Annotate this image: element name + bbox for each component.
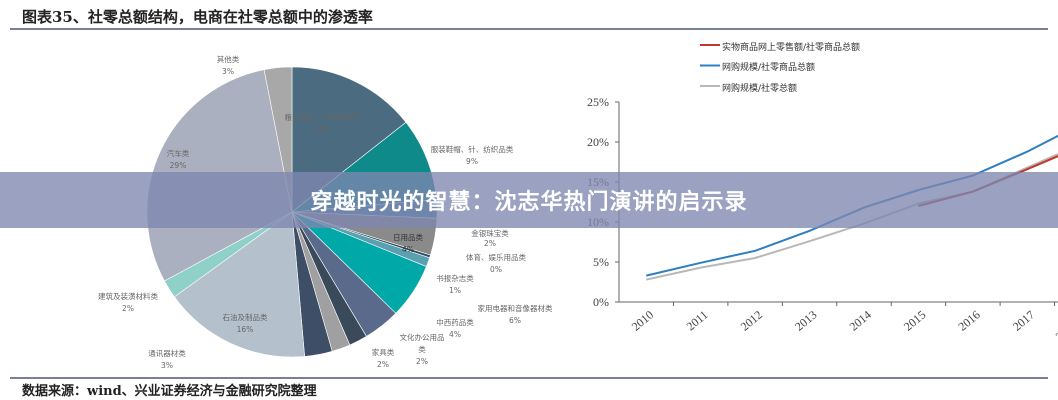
pie-label-petroleum: 石油及制品类 16% [222,313,268,334]
x-tick-label: 2014 [847,308,874,334]
x-tick-label: 2018.06 [1053,308,1058,344]
y-tick-label: 25% [587,95,609,109]
legend-item-gray: 网购规模/社零总额 [722,84,798,94]
pie-label-telecom: 通讯器材类 3% [148,349,186,370]
y-tick-label: 20% [587,135,609,149]
pie-label-office: 文化办公用品类 2% [399,333,445,366]
pie-label-auto: 汽车类 29% [166,149,190,170]
y-tick-label: 0% [593,295,609,309]
pie-label-building: 建筑及装潢材料类 2% [98,292,158,313]
x-tick-label: 2017 [1010,308,1037,334]
x-tick-label: 2015 [901,308,928,334]
pie-label-books: 书报杂志类 1% [436,274,474,295]
pie-label-medicine: 中西药品类 4% [436,318,474,339]
banner-text: 穿越时光的智慧：沈志华热门演讲的启示录 [310,190,748,215]
figure-title: 图表35、社零总额结构，电商在社零总额中的渗透率 [22,8,373,26]
pie-label-clothing: 服装鞋帽、针、纺织品类 9% [430,145,514,166]
bottom-divider [10,377,1048,379]
x-tick-label: 2010 [629,308,656,334]
y-tick-label: 5% [593,255,609,269]
legend-item-blue: 网购规模/社零商品总额 [722,63,816,73]
pie-label-appliances: 家用电器和音像器材类 6% [477,304,553,325]
headline-banner: 穿越时光的智慧：沈志华热门演讲的启示录 [0,172,1058,228]
pie-label-sports: 体育、娱乐用品类 0% [466,253,526,274]
pie-label-other: 其他类 3% [216,55,240,76]
x-tick-label: 2012 [738,308,765,334]
x-tick-label: 2013 [792,308,819,334]
source-note: 数据来源：wind、兴业证券经济与金融研究院整理 [22,384,317,399]
pie-label-jewelry: 金银珠宝类 2% [471,229,509,248]
x-tick-label: 2016 [955,308,982,334]
pie-slice [173,211,305,358]
top-divider [10,28,1048,30]
x-tick-label: 2011 [684,308,711,334]
legend-item-red: 实物商品网上零售额/社零商品总额 [722,43,861,53]
pie-label-food: 粮油食品、饮料烟酒类 14% [284,113,360,134]
pie-label-daily: 日用品类 4% [393,233,423,254]
pie-label-furniture: 家具类 2% [371,348,395,369]
